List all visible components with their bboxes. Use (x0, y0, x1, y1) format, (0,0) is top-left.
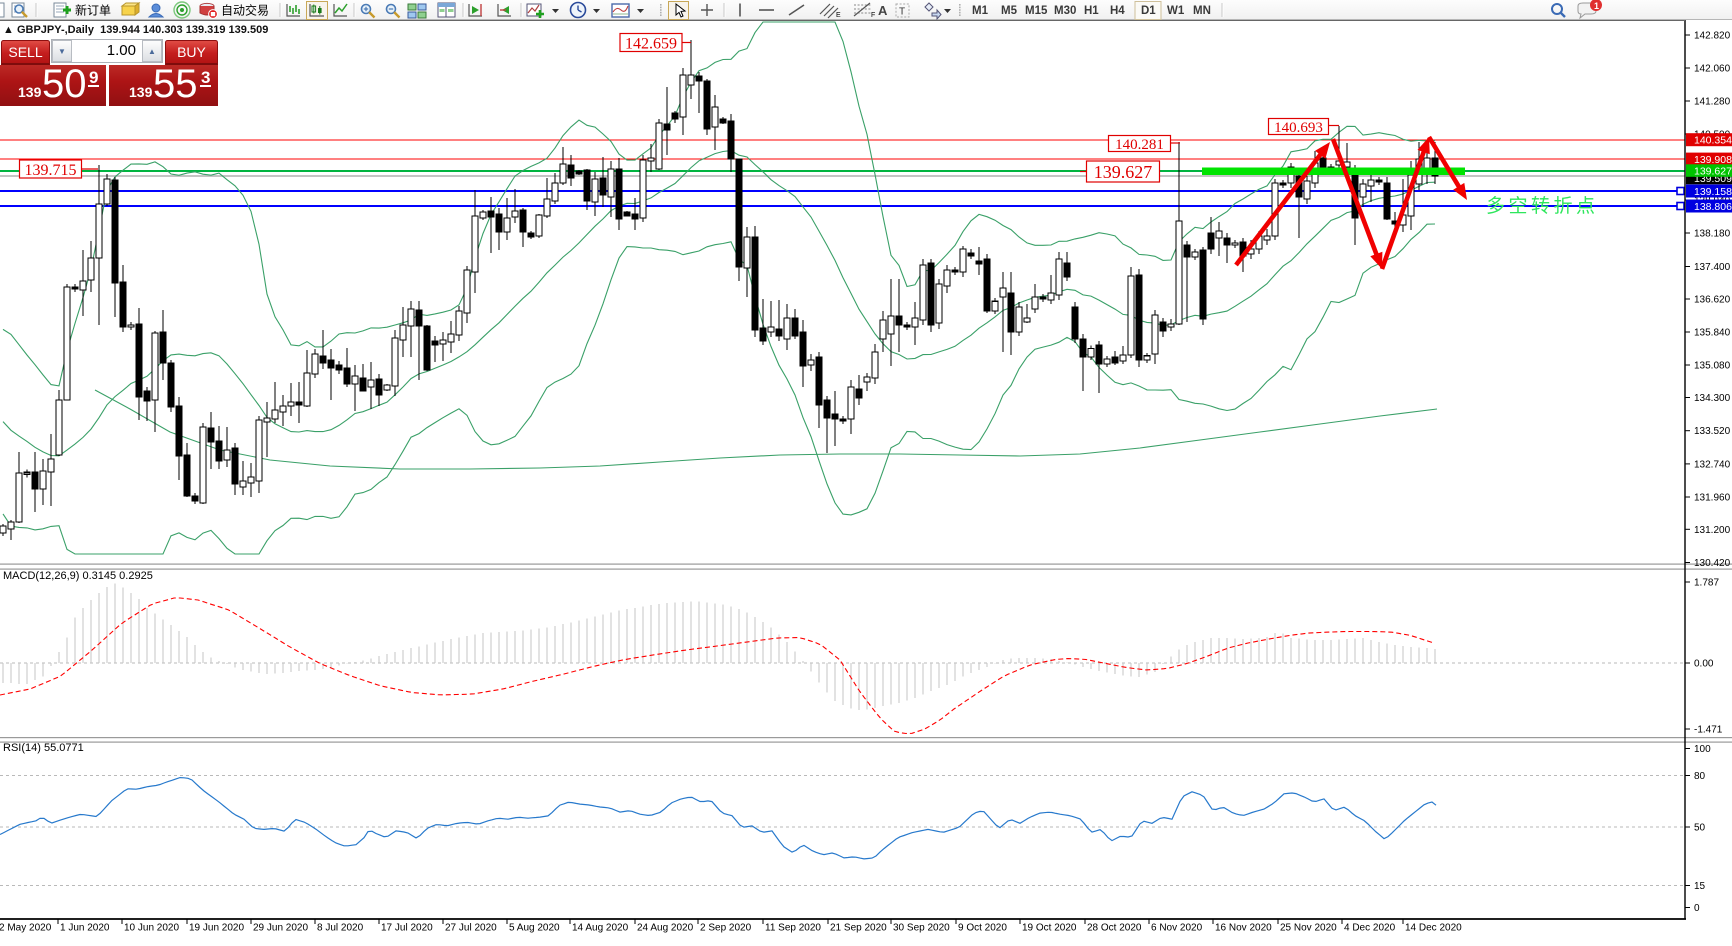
svg-text:17 Jul 2020: 17 Jul 2020 (381, 923, 433, 934)
svg-text:131.960: 131.960 (1694, 493, 1731, 504)
svg-text:5 Aug 2020: 5 Aug 2020 (509, 923, 560, 934)
svg-text:28 Oct 2020: 28 Oct 2020 (1087, 923, 1142, 934)
svg-text:29 Jun 2020: 29 Jun 2020 (253, 923, 308, 934)
svg-text:132.740: 132.740 (1694, 459, 1731, 470)
svg-text:M1: M1 (972, 5, 989, 17)
svg-text:133.520: 133.520 (1694, 426, 1731, 437)
svg-text:1 Jun 2020: 1 Jun 2020 (60, 923, 110, 934)
svg-text:135.080: 135.080 (1694, 361, 1731, 372)
svg-text:4 Dec 2020: 4 Dec 2020 (1344, 923, 1396, 934)
svg-text:139.627: 139.627 (1094, 162, 1153, 182)
svg-text:0: 0 (1694, 903, 1700, 914)
svg-text:M5: M5 (1001, 5, 1018, 17)
svg-text:136.620: 136.620 (1694, 295, 1731, 306)
svg-text:T: T (899, 7, 905, 18)
svg-text:2 May 2020: 2 May 2020 (0, 923, 52, 934)
svg-text:19 Oct 2020: 19 Oct 2020 (1022, 923, 1077, 934)
svg-text:RSI(14) 55.0771: RSI(14) 55.0771 (3, 742, 84, 754)
svg-text:21 Sep 2020: 21 Sep 2020 (830, 923, 887, 934)
svg-text:25 Nov 2020: 25 Nov 2020 (1280, 923, 1337, 934)
svg-text:139.158: 139.158 (1694, 186, 1732, 198)
svg-text:新订单: 新订单 (75, 3, 111, 18)
svg-text:139.627: 139.627 (1694, 165, 1732, 177)
svg-text:11 Sep 2020: 11 Sep 2020 (765, 923, 821, 934)
svg-text:139.715: 139.715 (25, 162, 77, 179)
svg-text:141.280: 141.280 (1694, 97, 1731, 108)
svg-text:80: 80 (1694, 771, 1706, 782)
svg-text:D1: D1 (1141, 5, 1156, 17)
svg-text:M30: M30 (1054, 5, 1076, 17)
svg-text:135.840: 135.840 (1694, 328, 1731, 339)
svg-text:14 Aug 2020: 14 Aug 2020 (572, 923, 629, 934)
svg-text:130.420: 130.420 (1694, 558, 1731, 569)
svg-text:F: F (871, 12, 875, 19)
svg-text:27 Jul 2020: 27 Jul 2020 (445, 923, 497, 934)
svg-text:-1.471: -1.471 (1694, 725, 1723, 736)
svg-text:H1: H1 (1084, 5, 1099, 17)
svg-text:142.659: 142.659 (625, 35, 677, 52)
svg-text:142.060: 142.060 (1694, 64, 1731, 75)
svg-text:15: 15 (1694, 881, 1706, 892)
svg-text:6 Nov 2020: 6 Nov 2020 (1151, 923, 1203, 934)
svg-text:8 Jul 2020: 8 Jul 2020 (317, 923, 364, 934)
svg-text:16 Nov 2020: 16 Nov 2020 (1215, 923, 1272, 934)
svg-text:2 Sep 2020: 2 Sep 2020 (700, 923, 752, 934)
svg-text:138.806: 138.806 (1694, 201, 1732, 213)
svg-text:10 Jun 2020: 10 Jun 2020 (124, 923, 179, 934)
svg-text:140.693: 140.693 (1274, 120, 1323, 136)
svg-text:134.300: 134.300 (1694, 393, 1731, 404)
svg-text:24 Aug 2020: 24 Aug 2020 (637, 923, 694, 934)
svg-text:M15: M15 (1025, 5, 1048, 17)
svg-text:139.908: 139.908 (1694, 154, 1732, 166)
svg-text:E: E (836, 12, 841, 19)
svg-text:MN: MN (1193, 5, 1211, 17)
svg-text:H4: H4 (1110, 5, 1125, 17)
svg-text:W1: W1 (1167, 5, 1185, 17)
svg-text:137.400: 137.400 (1694, 262, 1731, 273)
svg-text:138.180: 138.180 (1694, 229, 1731, 240)
svg-text:A: A (878, 3, 888, 18)
svg-text:1.787: 1.787 (1694, 578, 1719, 589)
svg-text:142.820: 142.820 (1694, 31, 1731, 42)
svg-text:MACD(12,26,9) 0.3145 0.2925: MACD(12,26,9) 0.3145 0.2925 (3, 570, 153, 582)
svg-text:1: 1 (1594, 1, 1599, 11)
svg-text:131.200: 131.200 (1694, 525, 1731, 536)
svg-text:100: 100 (1694, 744, 1711, 755)
svg-text:19 Jun 2020: 19 Jun 2020 (189, 923, 244, 934)
svg-text:多空转折点: 多空转折点 (1486, 195, 1599, 217)
svg-text:0.00: 0.00 (1694, 659, 1714, 670)
svg-text:140.354: 140.354 (1694, 135, 1732, 147)
svg-text:50: 50 (1694, 823, 1706, 834)
svg-text:140.281: 140.281 (1115, 137, 1164, 153)
svg-text:自动交易: 自动交易 (221, 3, 269, 18)
svg-text:14 Dec 2020: 14 Dec 2020 (1405, 923, 1462, 934)
svg-text:30 Sep 2020: 30 Sep 2020 (893, 923, 950, 934)
svg-text:9 Oct 2020: 9 Oct 2020 (958, 923, 1007, 934)
